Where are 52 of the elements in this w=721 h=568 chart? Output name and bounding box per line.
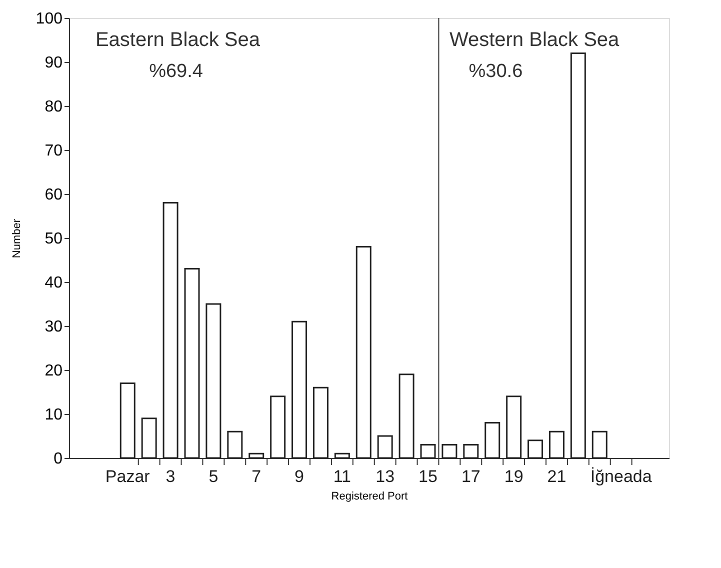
bar — [570, 52, 586, 459]
y-axis-title: Number — [10, 218, 23, 258]
y-tick-label: 10 — [44, 406, 63, 424]
y-tick-label: 50 — [44, 230, 63, 248]
bar — [270, 396, 286, 459]
bar — [162, 202, 178, 459]
bar — [484, 422, 500, 459]
bar — [248, 452, 264, 459]
bar — [184, 268, 200, 459]
x-tick-label: 9 — [294, 467, 304, 486]
y-tick-label: 100 — [36, 10, 63, 28]
x-tick-label: 5 — [208, 467, 218, 486]
x-tick-label: 7 — [252, 467, 262, 486]
x-tick-label: 19 — [504, 467, 524, 486]
x-tick-label: Pazar — [105, 467, 150, 486]
x-tick-label: İğneada — [590, 467, 652, 486]
bar — [528, 440, 544, 459]
bar — [356, 246, 372, 459]
bar — [548, 430, 564, 459]
annotation: %69.4 — [149, 60, 204, 82]
y-tick-label: 70 — [44, 142, 63, 160]
bar — [120, 382, 136, 459]
bar — [463, 444, 479, 459]
bar — [292, 320, 308, 459]
y-tick-label: 40 — [44, 274, 63, 292]
x-tick-label: 15 — [418, 467, 438, 486]
x-tick-label: 11 — [333, 467, 352, 486]
y-tick-label: 80 — [44, 98, 63, 116]
bar — [227, 430, 243, 459]
x-tick-label: 3 — [166, 467, 176, 486]
bar — [377, 435, 393, 459]
bar — [206, 303, 222, 459]
x-axis-title: Registered Port — [331, 490, 408, 502]
bar — [141, 418, 157, 459]
annotation: %30.6 — [468, 60, 523, 82]
bar — [398, 374, 414, 459]
annotation: Western Black Sea — [449, 29, 620, 51]
bar — [506, 396, 522, 459]
bar — [334, 452, 350, 459]
y-tick-label: 20 — [44, 362, 63, 380]
bar — [592, 430, 608, 459]
x-tick-label: 21 — [547, 467, 566, 486]
y-tick-label: 0 — [54, 450, 63, 468]
y-tick-label: 30 — [44, 318, 63, 336]
annotation: Eastern Black Sea — [95, 29, 261, 51]
x-tick-label: 17 — [461, 467, 480, 486]
bar — [312, 386, 328, 459]
x-tick-label: 13 — [376, 467, 395, 486]
bar — [442, 444, 458, 459]
bar — [420, 444, 436, 459]
y-tick-label: 60 — [44, 186, 63, 204]
y-tick-label: 90 — [44, 54, 63, 72]
